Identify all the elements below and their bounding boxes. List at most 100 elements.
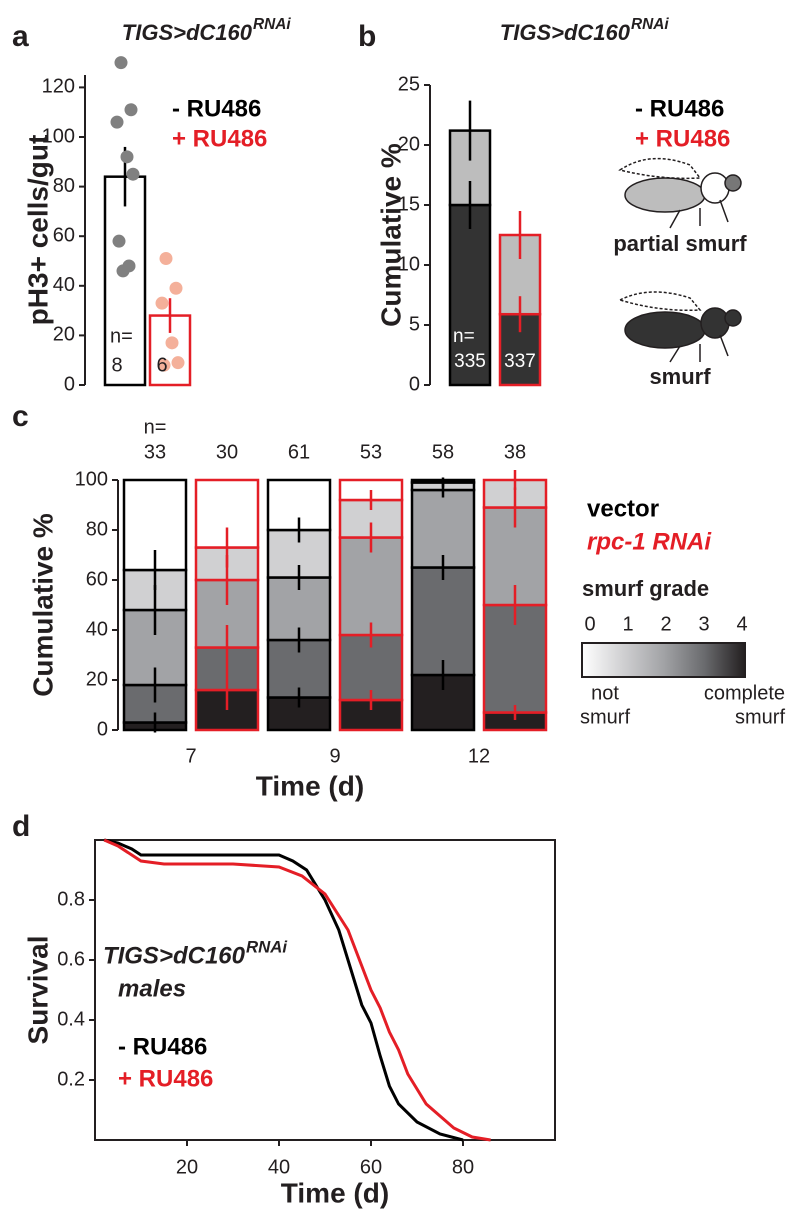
survival-line — [103, 838, 464, 1142]
bar — [103, 175, 147, 387]
y-tick-label: 0.8 — [57, 888, 85, 910]
n-value: 6 — [156, 354, 167, 376]
n-value: 335 — [454, 351, 486, 372]
y-tick-label: 0.6 — [57, 948, 85, 970]
data-point — [110, 115, 124, 129]
plot-frame — [94, 839, 556, 1141]
x-axis-title: Time (d) — [281, 1177, 389, 1208]
n-label: n= — [144, 416, 167, 438]
y-tick-label: 0 — [64, 373, 75, 395]
y-axis-title: Cumulative % — [27, 513, 58, 697]
y-tick-label: 20 — [53, 324, 75, 346]
data-point — [124, 103, 138, 117]
legend-label: + RU486 — [172, 125, 267, 152]
legend-tick-label: 4 — [736, 613, 747, 635]
n-value: 337 — [504, 351, 536, 372]
y-tick-label: 80 — [53, 175, 75, 197]
legend-tick-label: 0 — [584, 613, 595, 635]
panel-letter: b — [358, 20, 376, 53]
chart-title: TIGS>dC160 — [500, 20, 631, 45]
n-value: 61 — [288, 441, 310, 463]
survival-line — [103, 838, 491, 1142]
x-tick-label: 80 — [452, 1156, 474, 1178]
legend-label: - RU486 — [635, 95, 724, 122]
legend-label: rpc-1 RNAi — [587, 528, 712, 555]
y-tick-label: 20 — [398, 133, 420, 155]
n-value: 38 — [504, 441, 526, 463]
y-tick-label: 40 — [86, 618, 108, 640]
y-tick-label: 100 — [42, 125, 75, 147]
legend-label: - RU486 — [172, 95, 261, 122]
panel-letter: c — [12, 400, 29, 433]
y-tick-label: 40 — [53, 274, 75, 296]
data-point — [112, 234, 126, 248]
data-point — [126, 167, 140, 181]
n-label: n= — [453, 326, 475, 347]
y-tick-label: 60 — [86, 568, 108, 590]
x-tick-label: 20 — [176, 1156, 198, 1178]
data-point — [169, 281, 183, 295]
data-point — [120, 150, 134, 164]
bar-segment — [448, 203, 492, 387]
n-value: 30 — [216, 441, 238, 463]
panel-letter: a — [12, 20, 29, 53]
series-label: smurf — [649, 364, 711, 389]
y-tick-label: 0 — [97, 718, 108, 740]
series-label: partial smurf — [613, 231, 747, 256]
data-point — [114, 56, 128, 70]
chart-title: TIGS>dC160 — [103, 942, 246, 969]
x-tick-label: 12 — [468, 745, 490, 767]
y-tick-label: 20 — [86, 668, 108, 690]
legend-label: vector — [587, 495, 659, 522]
x-tick-label: 40 — [268, 1156, 290, 1178]
bar-segment — [410, 566, 476, 677]
n-value: 8 — [111, 354, 122, 376]
y-tick-label: 120 — [42, 76, 75, 98]
x-tick-label: 60 — [360, 1156, 382, 1178]
chart-title-sup: RNAi — [246, 937, 287, 956]
legend-gradient — [581, 642, 746, 678]
data-point — [165, 336, 179, 350]
chart-title: TIGS>dC160 — [122, 20, 253, 45]
n-value: 53 — [360, 441, 382, 463]
data-point — [171, 356, 185, 370]
y-tick-label: 0.4 — [57, 1008, 85, 1030]
y-tick-label: 60 — [53, 224, 75, 246]
y-tick-label: 0.2 — [57, 1068, 85, 1090]
fly-partial — [618, 157, 742, 229]
x-axis-title: Time (d) — [256, 770, 364, 801]
n-value: 58 — [432, 441, 454, 463]
y-axis-title: pH3+ cells/gut — [22, 135, 53, 326]
y-tick-label: 10 — [398, 253, 420, 275]
chart-title-sup: RNAi — [253, 16, 291, 33]
legend-tick-label: 3 — [698, 613, 709, 635]
legend-end-label: smurf — [580, 706, 630, 728]
y-tick-label: 5 — [409, 313, 420, 335]
y-tick-label: 15 — [398, 193, 420, 215]
y-tick-label: 80 — [86, 518, 108, 540]
legend-title: smurf grade — [582, 576, 709, 601]
y-tick-label: 0 — [409, 373, 420, 395]
n-value: 33 — [144, 441, 166, 463]
y-axis-title: Cumulative % — [375, 143, 406, 327]
data-point — [116, 264, 130, 278]
legend-label: - RU486 — [118, 1033, 207, 1060]
y-tick-label: 100 — [75, 468, 108, 490]
bar-segment — [410, 488, 476, 569]
data-point — [157, 358, 171, 372]
y-axis-title: Survival — [22, 936, 53, 1045]
legend-end-label: complete — [704, 682, 785, 704]
data-point — [155, 296, 169, 310]
legend-tick-label: 1 — [622, 613, 633, 635]
chart-title-sup: RNAi — [631, 16, 669, 33]
n-label: n= — [110, 325, 133, 347]
legend-end-label: not — [591, 682, 619, 704]
y-tick-label: 25 — [398, 73, 420, 95]
subtitle: males — [118, 975, 186, 1002]
x-tick-label: 7 — [185, 745, 196, 767]
data-point — [159, 252, 173, 266]
legend-label: + RU486 — [635, 125, 730, 152]
panel-letter: d — [12, 810, 30, 843]
